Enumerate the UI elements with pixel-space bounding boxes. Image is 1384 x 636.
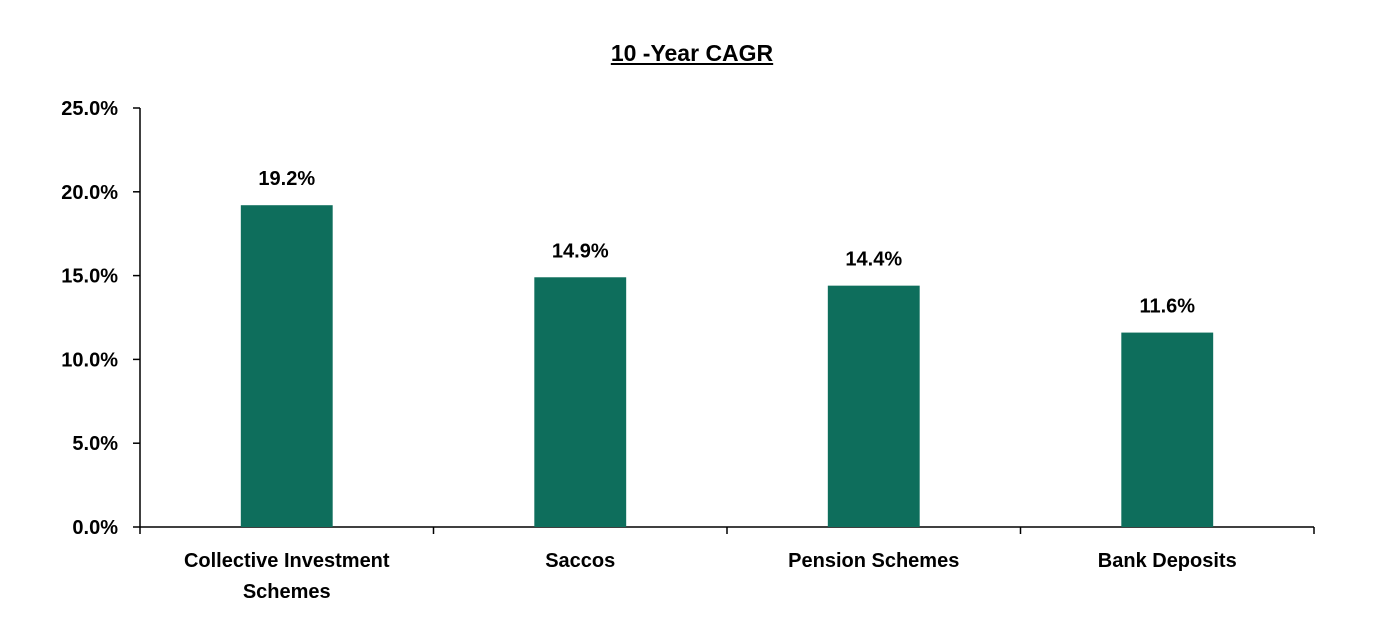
x-tick-label: Saccos [545, 550, 615, 572]
x-tick-label: Collective Investment [184, 550, 390, 572]
y-tick-label: 5.0% [72, 433, 118, 455]
y-tick-label: 0.0% [72, 517, 118, 539]
x-tick-label: Pension Schemes [788, 550, 959, 572]
y-tick-label: 20.0% [61, 182, 118, 204]
bar [534, 277, 627, 527]
bar [1121, 332, 1214, 527]
y-tick-label: 15.0% [61, 266, 118, 288]
chart-title: 10 -Year CAGR [610, 40, 774, 66]
data-label: 11.6% [1139, 296, 1195, 318]
y-tick-label: 25.0% [61, 98, 118, 120]
data-label: 14.4% [845, 249, 902, 271]
bar [240, 205, 333, 527]
x-tick-label: Schemes [243, 581, 331, 603]
y-axis: 0.0% 5.0% 10.0% 15.0% 20.0% 25.0% [61, 98, 141, 539]
y-tick-label: 10.0% [61, 349, 118, 371]
data-label: 19.2% [258, 168, 315, 190]
data-label: 14.9% [552, 240, 609, 262]
bars [240, 205, 1214, 527]
x-axis [139, 526, 1315, 534]
x-tick-labels: Collective Investment Schemes Saccos Pensio… [184, 550, 1237, 603]
x-tick-label: Bank Deposits [1098, 550, 1237, 572]
data-labels: 19.2% 14.9% 14.4% 11.6% [258, 168, 1195, 317]
bar [827, 285, 920, 527]
